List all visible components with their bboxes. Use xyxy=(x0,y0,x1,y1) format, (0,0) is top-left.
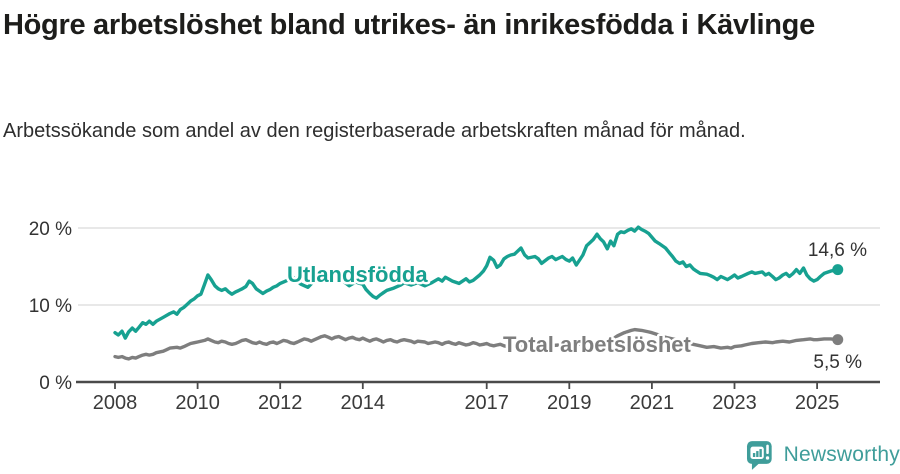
x-tick-label: 2012 xyxy=(258,392,303,414)
y-tick-label: 0 % xyxy=(39,373,72,394)
x-tick-label: 2019 xyxy=(547,392,592,414)
end-value-total: 5,5 % xyxy=(813,352,862,373)
newsworthy-logo-icon xyxy=(746,440,772,470)
line-foreign-born xyxy=(113,225,840,340)
line-total xyxy=(113,327,840,361)
x-tick-label: 2023 xyxy=(712,392,757,414)
end-dot-total xyxy=(832,334,844,346)
brand-name: Newsworthy xyxy=(783,443,900,466)
y-tick-label: 20 % xyxy=(29,219,72,240)
chart-area: 0 % 10 % 20 % 2008 2010 2012 2014 2017 2019 2021 2… xyxy=(0,200,900,420)
series-label-total: Total arbetslöshet xyxy=(503,332,692,357)
x-tick-label: 2025 xyxy=(795,392,840,414)
footer-logo: Newsworthy xyxy=(746,440,900,470)
x-tick-label: 2021 xyxy=(630,392,675,414)
x-tick-label: 2017 xyxy=(464,392,509,414)
x-tick-label: 2010 xyxy=(175,392,220,414)
end-value-foreign-born: 14,6 % xyxy=(808,240,867,261)
chart-svg: 0 % 10 % 20 % 2008 2010 2012 2014 2017 2019 2021 2… xyxy=(29,219,880,414)
x-tick-label: 2014 xyxy=(341,392,386,414)
end-dot-foreign-born xyxy=(832,264,844,276)
y-tick-label: 10 % xyxy=(29,296,72,317)
x-tick-label: 2008 xyxy=(93,392,138,414)
chart-title: Högre arbetslöshet bland utrikes- än inr… xyxy=(3,9,815,41)
series-label-foreign-born: Utlandsfödda xyxy=(287,262,428,287)
chart-subtitle: Arbetssökande som andel av den registerb… xyxy=(3,120,746,142)
